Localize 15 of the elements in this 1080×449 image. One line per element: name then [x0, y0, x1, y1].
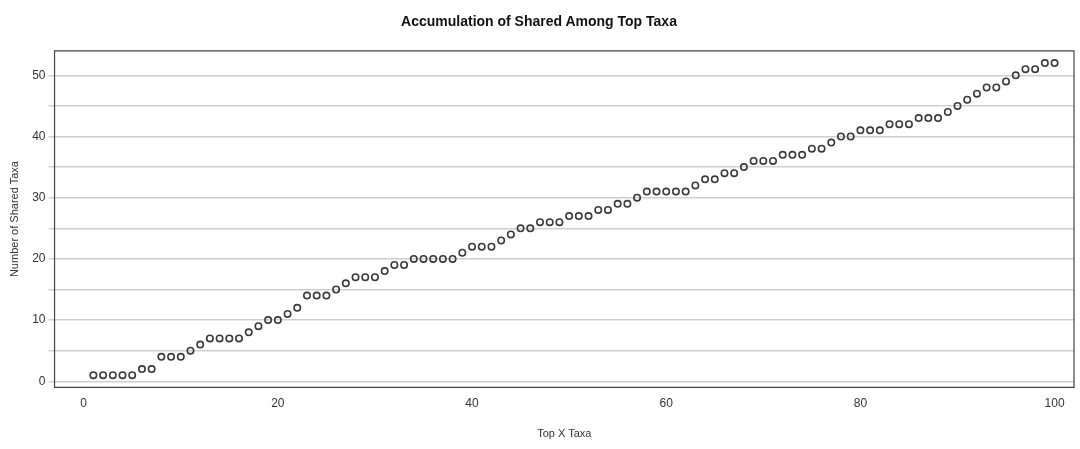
y-tick-label: 10	[32, 312, 46, 327]
x-tick-label: 60	[659, 395, 674, 410]
x-tick-label: 0	[80, 395, 88, 410]
y-tick-label: 20	[32, 251, 46, 266]
x-tick-label: 80	[853, 395, 868, 410]
y-tick-label: 40	[32, 128, 46, 143]
x-tick-label: 100	[1044, 395, 1065, 410]
y-tick-label: 0	[38, 373, 46, 388]
x-tick-label: 20	[271, 395, 285, 410]
chart-title: Accumulation of Shared Among Top Taxa	[401, 13, 678, 30]
x-tick-label: 40	[465, 395, 480, 410]
x-axis-title: Top X Taxa	[537, 427, 593, 440]
y-tick-label: 30	[32, 189, 46, 204]
y-tick-label: 50	[32, 67, 46, 82]
y-axis-title: Number of Shared Taxa	[7, 160, 20, 278]
